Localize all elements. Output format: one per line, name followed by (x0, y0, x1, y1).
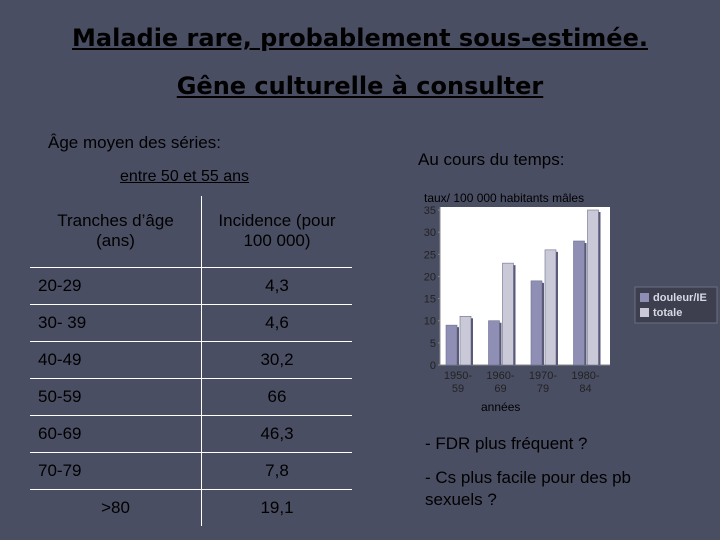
slide-title-line-1: Maladie rare, probablement sous-estimée. (72, 24, 648, 52)
x-tick-label: 1980- (571, 370, 599, 382)
y-tick-label: 30 (424, 227, 436, 239)
bar-totale (502, 262, 514, 366)
table-row: 70-79 7,8 (30, 452, 352, 491)
table-row: 40-49 30,2 (30, 341, 352, 380)
table-cell-age: 20-29 (30, 267, 202, 306)
x-tick-label: 1950- (444, 370, 472, 382)
table-cell-age: 40-49 (30, 341, 202, 380)
bar-douleurie (530, 280, 543, 366)
legend-label: totale (653, 307, 682, 319)
table-cell-age: 30- 39 (30, 304, 202, 343)
legend-swatch (640, 308, 649, 317)
y-tick-label: 5 (430, 338, 436, 350)
bar-douleurie (573, 240, 585, 366)
table-row: >80 19,1 (30, 489, 352, 526)
bar-shadow (556, 251, 558, 365)
note-risk-factors: - FDR plus fréquent ? (425, 434, 588, 453)
table-cell-incidence: 19,1 (260, 498, 294, 518)
table-cell-incidence: 7,8 (201, 452, 352, 491)
age-incidence-table: Tranches d’âge (ans) Incidence (pour 100… (30, 196, 352, 526)
bar-shadow (542, 282, 544, 365)
table-header-incidence: Incidence (pour 100 000) (201, 196, 352, 268)
bar-totale (587, 209, 599, 366)
x-tick-label: 84 (579, 383, 591, 395)
chart-x-axis-label: années (481, 400, 521, 414)
table-cell-age: 60-69 (30, 415, 202, 454)
bar-shadow (584, 243, 587, 365)
table-header-row: Tranches d’âge (ans) Incidence (pour 100… (30, 196, 352, 268)
bar-totale (459, 315, 472, 366)
table-cell-age: 50-59 (30, 378, 202, 417)
table-row: 50-59 66 (30, 378, 352, 417)
table-header-age: Tranches d’âge (ans) (30, 196, 202, 268)
legend-label: douleur/IE (653, 292, 707, 304)
x-tick-label: 59 (452, 383, 464, 395)
slide-title-line-2: Gêne culturelle à consulter (176, 72, 544, 100)
legend-swatch (640, 293, 649, 302)
table-cell-incidence: 30,2 (201, 341, 352, 380)
table-cell-incidence: 46,3 (201, 415, 352, 454)
bar-douleurie (488, 320, 500, 366)
table-cell-incidence: 66 (201, 378, 352, 417)
y-tick-label: 0 (430, 360, 436, 372)
x-tick-label: 1970- (529, 370, 557, 382)
y-tick-label: 25 (424, 249, 436, 261)
table-row: 30- 39 4,6 (30, 304, 352, 343)
y-tick-label: 10 (424, 316, 436, 328)
mean-age-label: Âge moyen des séries: (48, 133, 221, 152)
table-cell-incidence: 4,3 (201, 267, 352, 306)
bar-shadow (598, 212, 601, 365)
table-cell-incidence: 4,6 (201, 304, 352, 343)
bar-shadow (513, 265, 516, 365)
table-row: 60-69 46,3 (30, 415, 352, 454)
bar-shadow (457, 327, 459, 365)
y-tick-label: 20 (424, 271, 436, 283)
table-row: 20-29 4,3 (30, 267, 352, 306)
mean-age-range: entre 50 et 55 ans (120, 168, 249, 185)
incidence-bar-chart: 0 5 10 15 20 25 30 35 1950-59 1960-69 1970-79 1980-… (424, 205, 718, 395)
bar-totale (544, 249, 557, 366)
bar-shadow (471, 318, 473, 365)
chart-title: taux/ 100 000 habitants mâles (424, 191, 585, 205)
table-cell-age: 70-79 (30, 452, 202, 491)
x-tick-label: 1960- (486, 370, 514, 382)
bar-douleurie (445, 324, 458, 366)
x-tick-label: 79 (537, 383, 549, 395)
over-time-label: Au cours du temps: (418, 150, 565, 169)
note-consultation: - Cs plus facile pour des pb sexuels ? (425, 468, 631, 509)
table-cell-age: >80 (30, 489, 202, 526)
bar-shadow (499, 322, 502, 365)
y-tick-label: 35 (424, 205, 436, 217)
x-tick-label: 69 (494, 383, 506, 395)
y-tick-label: 15 (424, 294, 436, 306)
